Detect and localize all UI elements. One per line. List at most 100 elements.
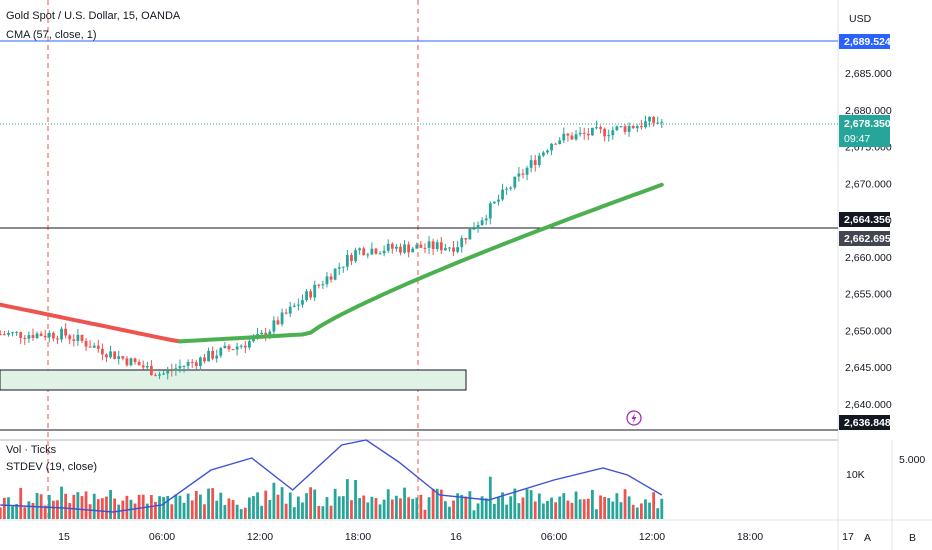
candle xyxy=(301,300,304,305)
volume-bar xyxy=(219,492,223,519)
candle xyxy=(370,248,374,255)
candle xyxy=(215,355,219,359)
candle xyxy=(386,243,390,251)
scale-button-b[interactable]: B xyxy=(909,532,916,544)
tag-level-bottom xyxy=(839,415,890,430)
candle xyxy=(472,228,476,230)
candle xyxy=(546,150,549,153)
volume-bar xyxy=(521,497,525,519)
candle xyxy=(170,370,174,372)
volume-bar xyxy=(558,496,562,519)
currency-label[interactable]: USD xyxy=(849,13,872,25)
volume-bar xyxy=(170,504,174,519)
time-label: 12:00 xyxy=(639,531,665,543)
candle xyxy=(296,304,300,306)
volume-bar xyxy=(186,493,190,519)
candle xyxy=(7,333,10,335)
candle xyxy=(635,126,639,129)
candle xyxy=(84,340,88,347)
candle xyxy=(313,284,317,298)
time-label: 16 xyxy=(450,531,462,543)
candle xyxy=(272,320,276,332)
candle xyxy=(260,332,264,335)
volume-bar xyxy=(635,507,639,519)
volume-bar xyxy=(460,494,464,519)
candle xyxy=(533,160,537,166)
tag-level-upper-text: 2,664.356 xyxy=(844,214,891,226)
volume-bar xyxy=(2,497,6,519)
support-zone[interactable] xyxy=(0,369,467,391)
candle xyxy=(19,332,23,338)
candle xyxy=(219,348,223,356)
volume-bar xyxy=(321,506,325,519)
volume-bar xyxy=(582,499,586,519)
volume-bar xyxy=(235,504,239,519)
candle xyxy=(378,253,382,255)
time-axis[interactable]: 15 06:00 12:00 18:00 16 06:00 12:00 18:00 17 xyxy=(58,531,854,543)
volume-bar xyxy=(623,489,627,519)
volume-bar xyxy=(162,497,166,519)
tag-blue-line-text: 2,689.524 xyxy=(844,36,891,48)
volume-bar xyxy=(194,490,198,519)
scale-button-a[interactable]: A xyxy=(864,532,871,544)
candle xyxy=(521,173,525,175)
symbol-title[interactable]: Gold Spot / U.S. Dollar, 15, OANDA xyxy=(6,10,181,22)
indicator-title[interactable]: CMA (57, close, 1) xyxy=(6,29,97,41)
candle xyxy=(268,331,272,337)
volume-bar xyxy=(611,501,615,519)
candle xyxy=(174,368,178,371)
candle xyxy=(141,365,145,368)
candle xyxy=(27,335,31,339)
volume-bar xyxy=(566,500,570,519)
volume-bar xyxy=(252,496,255,519)
candle xyxy=(80,334,84,341)
candle xyxy=(280,312,284,325)
candle xyxy=(652,116,656,123)
volume-bar xyxy=(644,499,647,519)
volume-bar xyxy=(23,507,27,519)
volume-bar xyxy=(211,488,215,519)
candle xyxy=(452,247,455,252)
volume-group xyxy=(0,476,664,519)
volume-bar xyxy=(43,505,47,519)
volume-bar xyxy=(178,495,182,519)
candle xyxy=(631,125,635,129)
time-label: 18:00 xyxy=(737,531,763,543)
volume-bar xyxy=(648,502,651,519)
candle xyxy=(419,244,423,248)
candle xyxy=(431,241,435,250)
volume-bar xyxy=(145,503,149,519)
volume-title[interactable]: Vol · Ticks xyxy=(6,444,57,456)
stdev-title[interactable]: STDEV (19, close) xyxy=(6,461,98,473)
volume-bar xyxy=(501,492,504,519)
volume-bar xyxy=(19,487,23,519)
volume-bar xyxy=(386,489,390,519)
volume-bar xyxy=(423,509,427,519)
candle xyxy=(162,373,166,375)
volume-bar xyxy=(472,510,476,519)
volume-bar xyxy=(415,497,419,519)
candle xyxy=(350,254,353,262)
volume-bar xyxy=(656,508,660,519)
volume-bar xyxy=(619,502,623,519)
volume-bar xyxy=(394,495,398,519)
candle xyxy=(100,348,104,355)
candle xyxy=(292,305,296,307)
candle xyxy=(235,346,239,350)
volume-bar xyxy=(268,500,272,519)
volume-bar xyxy=(96,499,100,519)
volume-bar xyxy=(586,498,590,519)
candle xyxy=(468,228,472,240)
candle xyxy=(403,244,406,253)
candle xyxy=(211,350,215,359)
candle xyxy=(615,126,619,131)
candle xyxy=(158,374,161,376)
volume-bar xyxy=(133,503,137,519)
price-tick: 2,660.000 xyxy=(845,252,892,264)
volume-bar xyxy=(182,502,186,519)
volume-bar xyxy=(399,498,402,519)
candle xyxy=(582,132,586,134)
volume-bar xyxy=(509,496,513,519)
candle xyxy=(488,203,492,219)
